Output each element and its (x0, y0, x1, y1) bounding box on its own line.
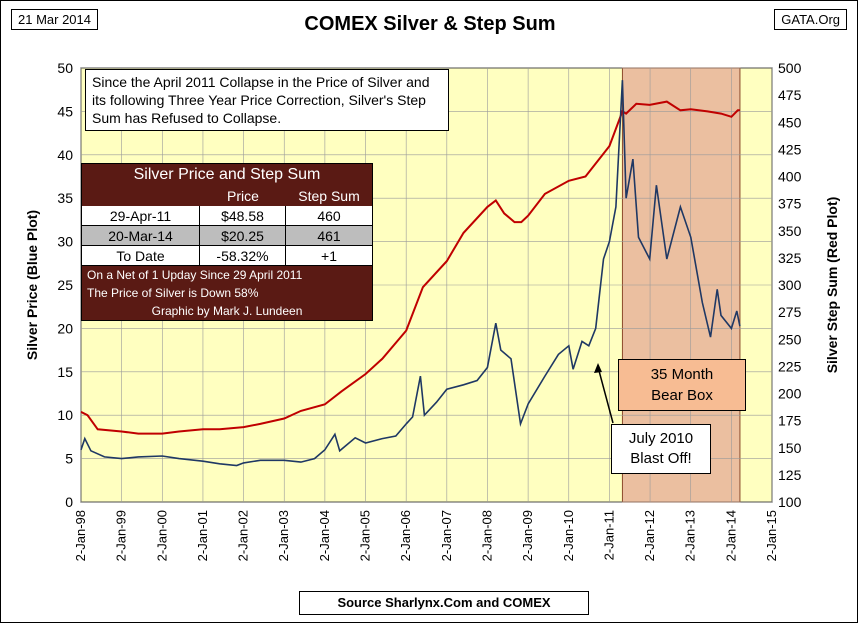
table-cell: $48.58 (200, 206, 286, 226)
x-tick-label: 2-Jan-08 (479, 510, 494, 561)
table-row: 20-Mar-14 $20.25 461 (82, 226, 372, 246)
x-tick-label: 2-Jan-03 (276, 510, 291, 561)
left-axis-ticks: 0 5 10 15 20 25 30 35 40 45 50 (57, 60, 73, 510)
table-cell: -58.32% (200, 246, 286, 266)
right-tick-label: 475 (778, 87, 802, 103)
left-tick-label: 0 (65, 494, 73, 510)
x-tick-label: 2-Jan-10 (561, 510, 576, 561)
summary-table-title: Silver Price and Step Sum (82, 164, 372, 186)
table-cell: 29-Apr-11 (82, 206, 200, 226)
left-tick-label: 20 (57, 320, 73, 336)
blast-off-arrow (597, 366, 614, 424)
right-tick-label: 375 (778, 196, 802, 212)
table-cell: 20-Mar-14 (82, 226, 200, 246)
summary-table: Silver Price and Step Sum Price Step Sum… (81, 163, 373, 321)
table-cell: To Date (82, 246, 200, 266)
table-cell: 460 (286, 206, 372, 226)
table-footnote: The Price of Silver is Down 58% (82, 284, 372, 302)
x-tick-label: 2-Jan-04 (317, 510, 332, 561)
annotation-note: Since the April 2011 Collapse in the Pri… (85, 69, 449, 131)
left-tick-label: 30 (57, 234, 73, 250)
x-tick-label: 2-Jan-01 (195, 510, 210, 561)
right-tick-label: 125 (778, 467, 802, 483)
right-tick-label: 275 (778, 304, 802, 320)
x-tick-label: 2-Jan-09 (520, 510, 535, 561)
chart-title: COMEX Silver & Step Sum (304, 13, 556, 35)
left-tick-label: 15 (57, 364, 73, 380)
x-tick-label: 2-Jan-15 (764, 510, 779, 561)
left-tick-label: 50 (57, 60, 73, 76)
blast-off-callout-line: Blast Off! (630, 450, 692, 467)
right-axis-label: Silver Step Sum (Red Plot) (824, 197, 840, 374)
bear-box-label: 35 Month Bear Box (618, 359, 746, 411)
right-axis-ticks: 100 125 150 175 200 225 250 275 300 325 350 375 400 4… (778, 60, 802, 510)
left-tick-label: 10 (57, 407, 73, 423)
bear-box-label-line: Bear Box (651, 387, 713, 404)
table-credit: Graphic by Mark J. Lundeen (82, 302, 372, 320)
table-cell: $20.25 (200, 226, 286, 246)
table-cell: +1 (286, 246, 372, 266)
x-tick-label: 2-Jan-14 (723, 510, 738, 561)
blast-off-callout: July 2010 Blast Off! (611, 424, 711, 474)
table-footnote: On a Net of 1 Upday Since 29 April 2011 (82, 266, 372, 284)
header-cell: Price (227, 188, 259, 204)
x-tick-label: 2-Jan-00 (154, 510, 169, 561)
left-tick-label: 40 (57, 147, 73, 163)
table-cell: 461 (286, 226, 372, 246)
x-tick-label: 2-Jan-06 (398, 510, 413, 561)
left-axis-label: Silver Price (Blue Plot) (24, 210, 40, 360)
right-tick-label: 450 (778, 114, 802, 130)
right-tick-label: 400 (778, 169, 802, 185)
bear-box-label-line: 35 Month (650, 366, 714, 383)
source-note: Source Sharlynx.Com and COMEX (299, 591, 589, 615)
left-tick-label: 5 (65, 451, 73, 467)
summary-table-header: Price Step Sum (82, 186, 372, 206)
x-tick-label: 2-Jan-13 (683, 510, 698, 561)
header-cell (82, 186, 200, 206)
date-badge: 21 Mar 2014 (11, 9, 98, 30)
x-tick-label: 2-Jan-11 (601, 510, 616, 560)
left-tick-label: 35 (57, 190, 73, 206)
left-tick-label: 45 (57, 103, 73, 119)
table-row: To Date -58.32% +1 (82, 246, 372, 266)
right-tick-label: 350 (778, 223, 802, 239)
x-tick-label: 2-Jan-07 (439, 510, 454, 561)
left-tick-label: 25 (57, 277, 73, 293)
x-axis-ticks: 2-Jan-98 2-Jan-99 2-Jan-00 2-Jan-01 2-Jan-02… (73, 510, 779, 561)
right-tick-label: 175 (778, 413, 802, 429)
right-tick-label: 500 (778, 60, 802, 76)
right-tick-label: 200 (778, 386, 802, 402)
right-tick-label: 300 (778, 277, 802, 293)
blast-off-arrow-head (594, 363, 602, 373)
x-tick-label: 2-Jan-12 (642, 510, 657, 561)
blast-off-callout-line: July 2010 (628, 430, 694, 447)
right-tick-label: 225 (778, 358, 802, 374)
series-line-step-sum (80, 100, 740, 435)
x-tick-label: 2-Jan-02 (236, 510, 251, 561)
x-tick-label: 2-Jan-99 (114, 510, 129, 561)
table-row: 29-Apr-11 $48.58 460 (82, 206, 372, 226)
header-cell: Step Sum (298, 188, 360, 204)
right-tick-label: 425 (778, 141, 802, 157)
right-tick-label: 250 (778, 331, 802, 347)
right-tick-label: 325 (778, 250, 802, 266)
right-tick-label: 150 (778, 440, 802, 456)
x-tick-label: 2-Jan-05 (358, 510, 373, 561)
series-line-silver-price (80, 80, 741, 467)
site-badge: GATA.Org (774, 9, 847, 30)
x-tick-label: 2-Jan-98 (73, 510, 88, 561)
right-tick-label: 100 (778, 494, 802, 510)
